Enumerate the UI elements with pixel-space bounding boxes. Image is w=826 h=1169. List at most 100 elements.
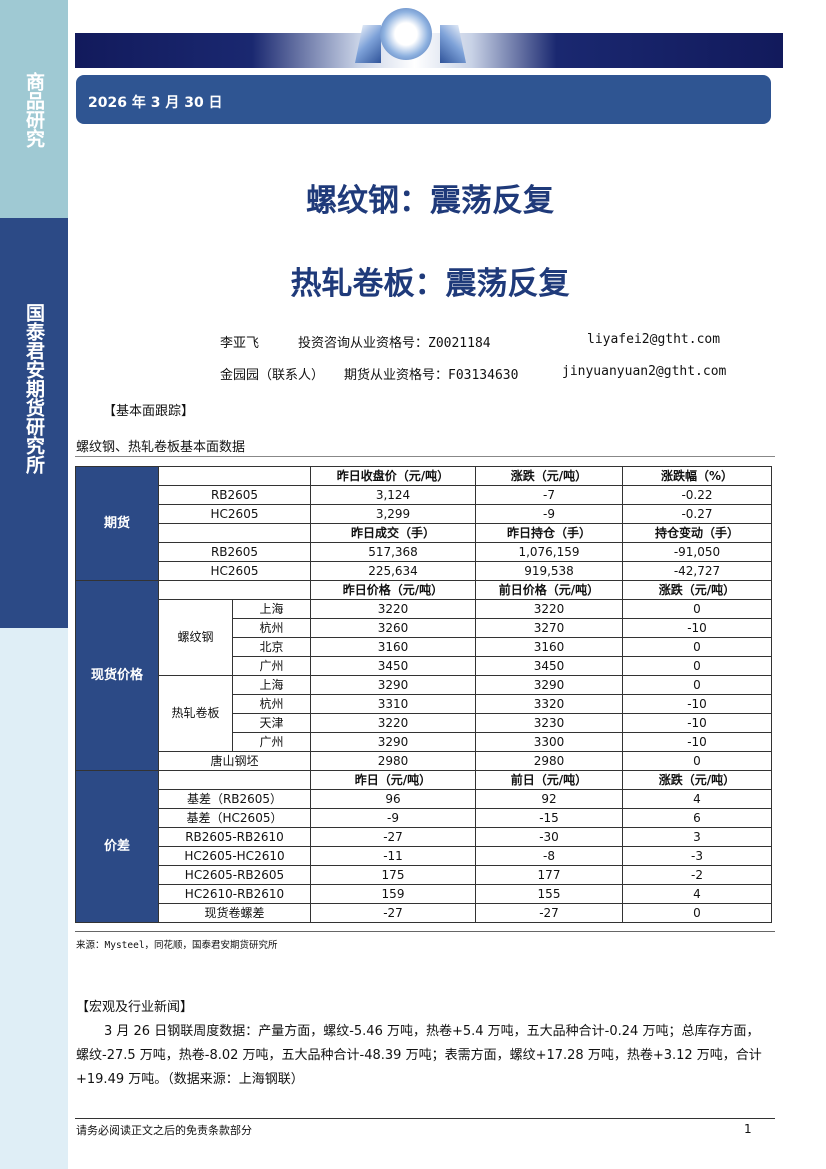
table-cell: 0 <box>622 599 772 619</box>
table-row: 螺纹钢 上海 3220 3220 0 <box>76 599 772 676</box>
table-cell <box>158 770 311 790</box>
title-rebar: 螺纹钢：震荡反复 <box>306 183 554 219</box>
author-email[interactable]: liyafei2@gtht.com <box>587 332 721 347</box>
table-row: HC2610-RB2610 159 155 4 <box>76 884 772 904</box>
table-cell: HC2610-RB2610 <box>158 884 311 904</box>
table-cell: -0.27 <box>622 504 772 524</box>
table-cell: 155 <box>475 884 623 904</box>
author-email[interactable]: jinyuanyuan2@gtht.com <box>562 364 727 379</box>
table-cell: 上海 <box>232 599 311 619</box>
author-cert: 投资咨询从业资格号：Z0021184 <box>298 336 491 351</box>
news-paragraph: 3 月 26 日钢联周度数据：产量方面，螺纹-5.46 万吨，热卷+5.4 万吨… <box>76 1024 762 1087</box>
table-cell: HC2605 <box>158 561 311 581</box>
table-cell: 3290 <box>475 675 623 695</box>
table-cell: 广州 <box>232 732 311 752</box>
table-cell: 3230 <box>475 713 623 733</box>
table-cell: 159 <box>310 884 476 904</box>
table-cell: 0 <box>622 903 772 923</box>
source-note: 来源：Mysteel，同花顺，国泰君安期货研究所 <box>76 940 278 951</box>
table-row: RB2605 3,124 -7 -0.22 <box>76 485 772 505</box>
column-header: 昨日成交（手） <box>310 523 476 543</box>
table-cell: 0 <box>622 637 772 657</box>
table-cell: -27 <box>310 827 476 847</box>
divider <box>75 931 775 932</box>
table-row: RB2605-RB2610 -27 -30 3 <box>76 827 772 847</box>
table-cell: -91,050 <box>622 542 772 562</box>
title-hrc: 热轧卷板：震荡反复 <box>290 266 570 302</box>
table-cell: RB2605 <box>158 542 311 562</box>
table-cell: 3450 <box>475 656 623 676</box>
table-cell: 3 <box>622 827 772 847</box>
category-spot: 现货价格 <box>75 580 159 771</box>
table-row: 天津 3220 3230 -10 <box>76 713 772 733</box>
table-cell: -27 <box>475 903 623 923</box>
table-cell: -3 <box>622 846 772 866</box>
column-header: 昨日收盘价（元/吨） <box>310 466 476 486</box>
table-cell: 919,538 <box>475 561 623 581</box>
table-row: 价差 昨日（元/吨） 前日（元/吨） 涨跌（元/吨） <box>75 770 772 923</box>
column-header: 涨跌（元/吨） <box>622 580 772 600</box>
category-spread: 价差 <box>75 770 159 923</box>
table-row: 唐山钢坯 2980 2980 0 <box>76 751 772 771</box>
table-cell: 2980 <box>310 751 476 771</box>
date-bar: 2026 年 3 月 30 日 <box>76 75 771 124</box>
table-cell: 177 <box>475 865 623 885</box>
table-cell: 3450 <box>310 656 476 676</box>
column-header: 昨日（元/吨） <box>310 770 476 790</box>
table-cell: 3270 <box>475 618 623 638</box>
table-cell: 96 <box>310 789 476 809</box>
table-row: HC2605 225,634 919,538 -42,727 <box>76 561 772 581</box>
column-header: 涨跌（元/吨） <box>475 466 623 486</box>
disclaimer: 请务必阅读正文之后的免责条款部分 <box>76 1124 252 1137</box>
table-cell: HC2605-RB2605 <box>158 865 311 885</box>
table-cell: 3320 <box>475 694 623 714</box>
table-cell: 175 <box>310 865 476 885</box>
table-row: HC2605 3,299 -9 -0.27 <box>76 504 772 524</box>
sidebar-main-band <box>0 218 68 628</box>
table-cell: 4 <box>622 884 772 904</box>
table-cell: -10 <box>622 713 772 733</box>
table-cell: 3220 <box>310 599 476 619</box>
table-row: HC2605-RB2605 175 177 -2 <box>76 865 772 885</box>
table-cell: 517,368 <box>310 542 476 562</box>
table-cell: 北京 <box>232 637 311 657</box>
table-row: 广州 3450 3450 0 <box>76 656 772 676</box>
table-cell: 3160 <box>310 637 476 657</box>
table-cell: 3,299 <box>310 504 476 524</box>
table-cell: -10 <box>622 618 772 638</box>
table-cell: -42,727 <box>622 561 772 581</box>
table-cell: -8 <box>475 846 623 866</box>
table-cell: HC2605 <box>158 504 311 524</box>
fundamentals-table: 期货 昨日收盘价（元/吨） 涨跌（元/吨） 涨跌幅（%） RB2605 3,124 -7 -0… <box>75 466 772 923</box>
table-cell: 基差（RB2605） <box>158 789 311 809</box>
table-cell: -11 <box>310 846 476 866</box>
table-row: 昨日成交（手） 昨日持仓（手） 持仓变动（手） <box>76 523 772 543</box>
table-cell: -30 <box>475 827 623 847</box>
table-cell: -10 <box>622 732 772 752</box>
author-name: 金园园（联系人） <box>220 368 325 383</box>
table-cell: -15 <box>475 808 623 828</box>
table-cell: 3160 <box>475 637 623 657</box>
product-group: 热轧卷板 <box>158 675 233 752</box>
table-row: 杭州 3310 3320 -10 <box>76 694 772 714</box>
section-heading: 【宏观及行业新闻】 <box>76 1000 194 1015</box>
table-cell: -9 <box>310 808 476 828</box>
table-cell: -7 <box>475 485 623 505</box>
product-group: 螺纹钢 <box>158 599 233 676</box>
section-heading: 【基本面跟踪】 <box>103 404 195 419</box>
table-cell: 天津 <box>232 713 311 733</box>
report-date: 2026 年 3 月 30 日 <box>88 95 223 111</box>
table-cell: 杭州 <box>232 694 311 714</box>
sidebar-top-band <box>0 0 68 218</box>
table-cell: -27 <box>310 903 476 923</box>
column-header: 涨跌（元/吨） <box>622 770 772 790</box>
category-futures: 期货 <box>75 466 159 581</box>
column-header: 前日价格（元/吨） <box>475 580 623 600</box>
column-header: 持仓变动（手） <box>622 523 772 543</box>
table-cell: 92 <box>475 789 623 809</box>
table-cell: 杭州 <box>232 618 311 638</box>
table-row: RB2605 517,368 1,076,159 -91,050 <box>76 542 772 562</box>
table-cell: 0 <box>622 656 772 676</box>
table-row: 基差（HC2605） -9 -15 6 <box>76 808 772 828</box>
table-row: 现货价格 昨日价格（元/吨） 前日价格（元/吨） 涨跌（元/吨） <box>75 580 772 771</box>
